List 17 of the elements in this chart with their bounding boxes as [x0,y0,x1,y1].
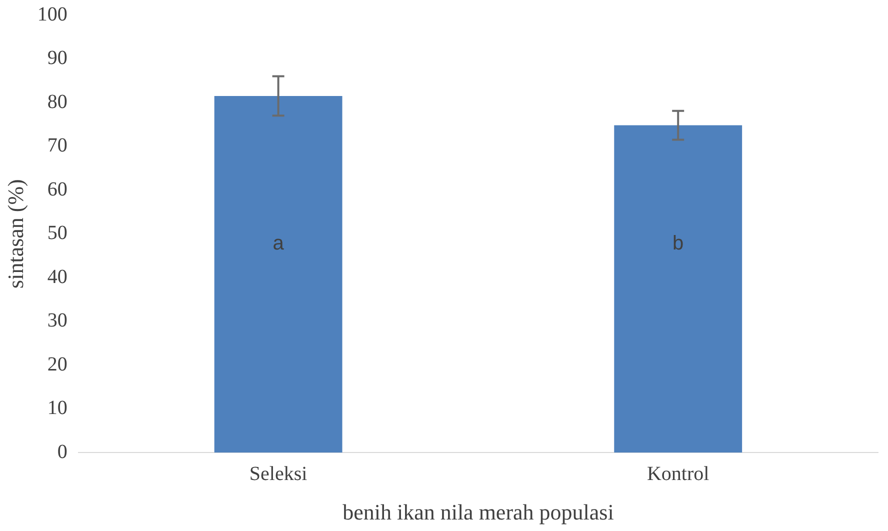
y-tick-label: 100 [37,3,68,26]
x-axis-title: benih ikan nila merah populasi [342,500,614,525]
annotation: b [672,232,684,254]
y-tick-label: 90 [47,47,68,70]
x-tick-label: Seleksi [249,462,308,485]
y-tick-label: 60 [47,178,68,200]
y-tick-label: 70 [47,134,68,157]
y-tick-label: 30 [47,310,68,332]
y-tick-label: 80 [47,90,68,113]
y-tick-label: 0 [57,440,68,463]
y-tick-label: 10 [47,397,68,420]
y-tick-label: 20 [47,353,68,376]
y-tick-label: 40 [47,266,68,288]
x-tick-label: Kontrol [646,462,710,485]
annotation: a [272,232,285,254]
y-axis-title: sintasan (%) [2,179,28,288]
y-tick-label: 50 [47,222,68,244]
